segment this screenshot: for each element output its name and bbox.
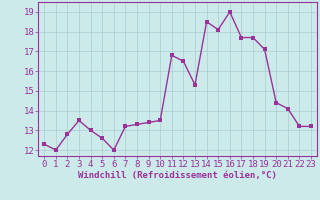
X-axis label: Windchill (Refroidissement éolien,°C): Windchill (Refroidissement éolien,°C) <box>78 171 277 180</box>
